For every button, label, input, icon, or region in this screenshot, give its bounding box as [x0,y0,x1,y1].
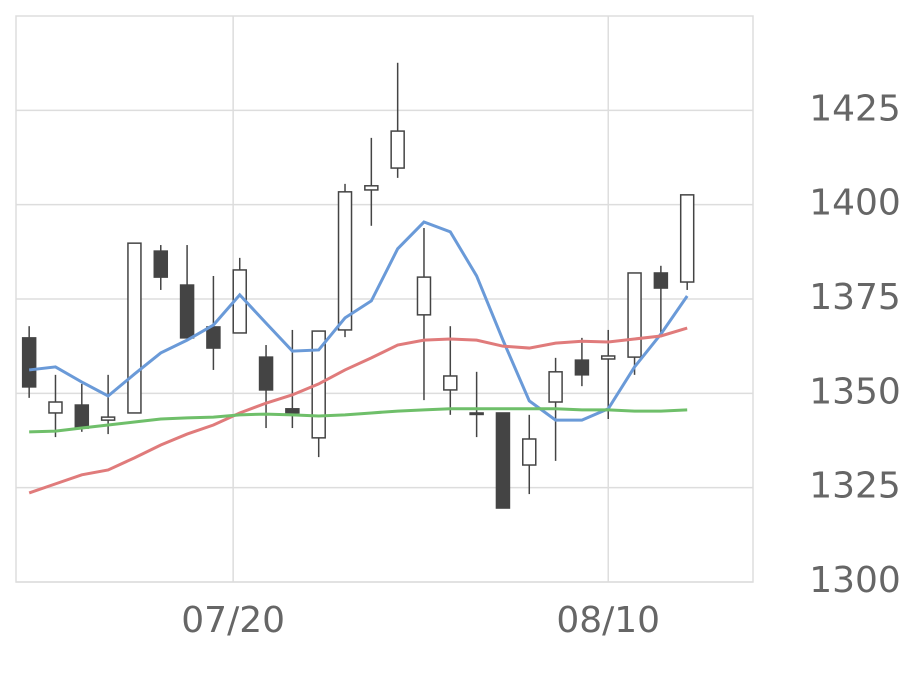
candle-body [443,375,458,391]
candle-body [179,284,195,339]
candle-body [653,272,669,289]
candle-body [74,404,90,429]
moving-average-line [28,220,689,422]
candle-body [495,412,511,509]
candle-body [127,242,142,414]
x-tick-label: 07/20 [181,600,285,641]
x-tick-label: 08/10 [556,600,660,641]
moving-average-line [29,407,688,434]
y-tick-label: 1425 [809,88,901,129]
candle-body [522,438,537,466]
candle-body [469,412,484,416]
y-tick-label: 1300 [809,560,901,601]
candle-body [548,371,563,403]
y-tick-label: 1400 [809,183,901,224]
moving-average-line [28,326,688,495]
candle-body [679,194,695,283]
candle-body [390,130,405,169]
candle-body [206,326,221,349]
y-tick-label: 1350 [809,371,901,412]
candle-body [100,416,116,421]
candle-body [337,191,353,331]
candle-body [258,356,274,391]
candle-body [21,337,37,388]
candle-body [364,185,379,191]
candle-body [48,401,63,414]
candle-body [627,272,642,358]
candle-body [153,250,169,278]
candle-body [416,276,432,316]
candle-body [600,355,616,360]
candle-body [574,359,590,376]
y-tick-label: 1375 [809,277,901,318]
candle-body [285,408,300,414]
y-tick-label: 1325 [809,466,901,507]
